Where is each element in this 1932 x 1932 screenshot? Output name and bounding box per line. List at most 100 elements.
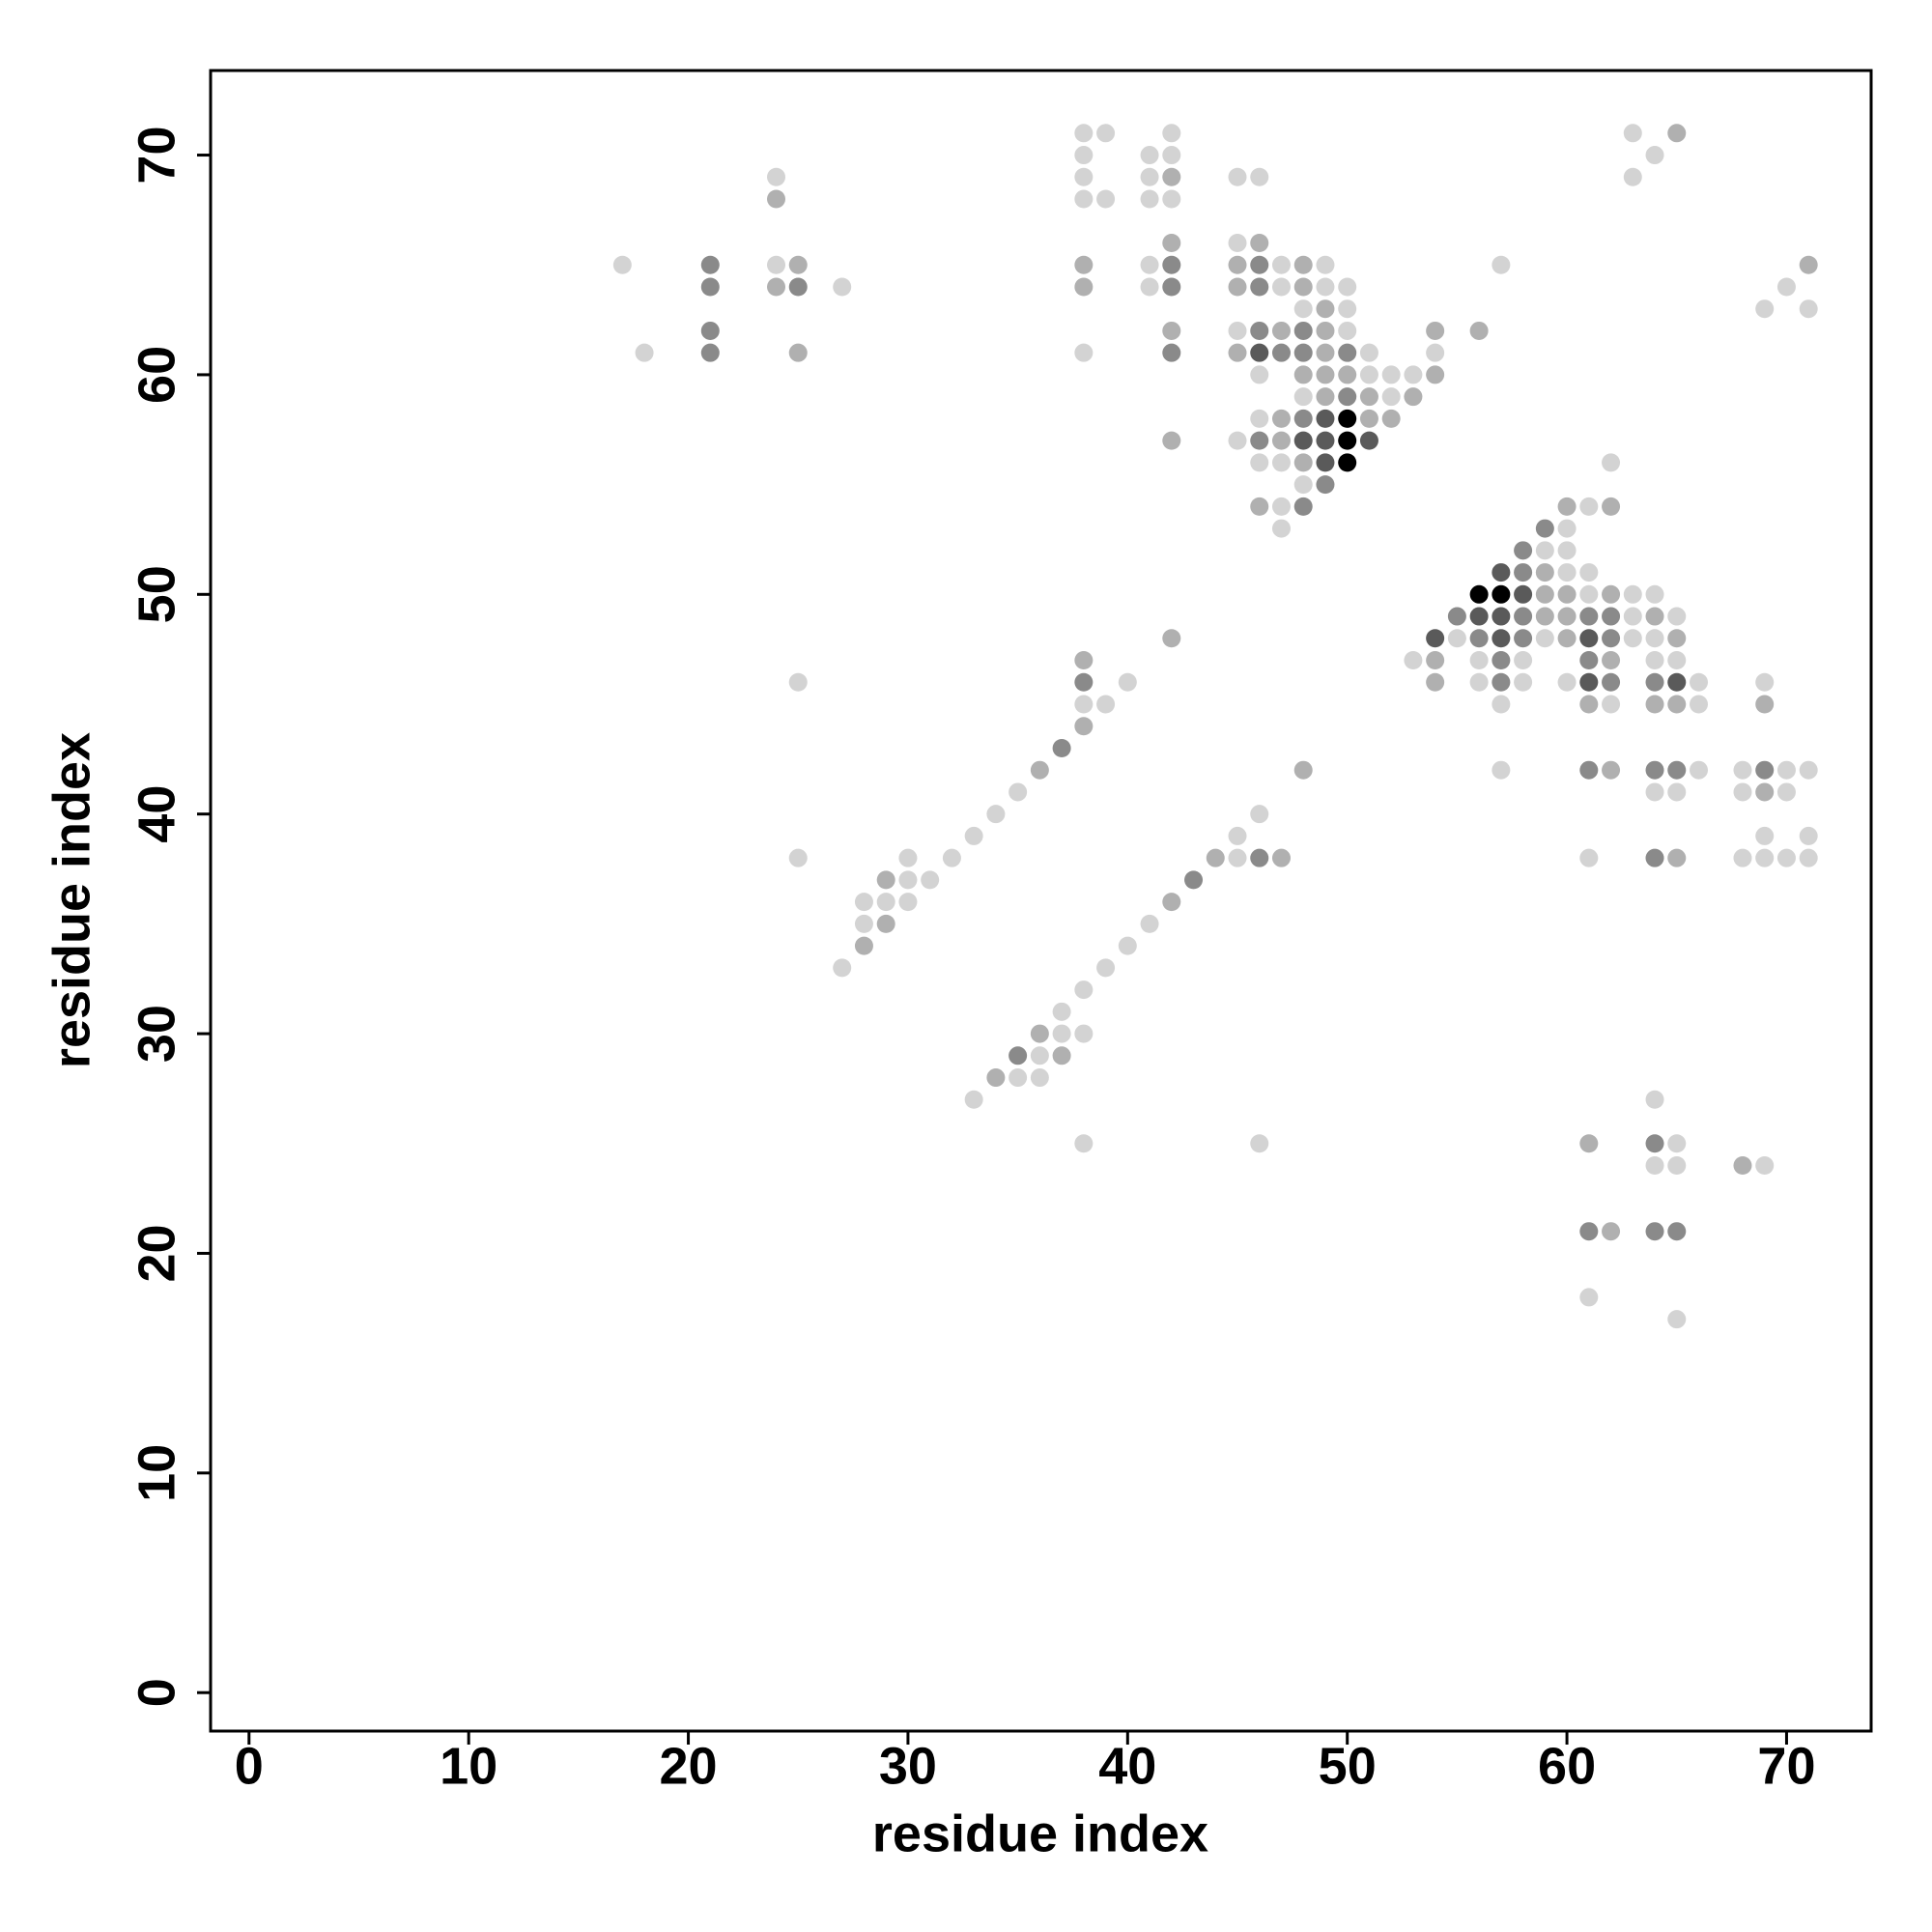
point [1557, 519, 1577, 538]
point [1469, 321, 1489, 340]
point [876, 893, 895, 912]
point [1579, 672, 1599, 692]
point [1667, 848, 1687, 867]
point [1250, 255, 1269, 274]
point [1096, 695, 1116, 714]
point [1602, 584, 1621, 604]
point [1293, 497, 1313, 516]
point [1755, 672, 1775, 692]
point [854, 914, 873, 933]
point [1492, 584, 1511, 604]
point [1602, 497, 1621, 516]
point [1030, 1068, 1049, 1088]
point [1667, 760, 1687, 780]
point [1426, 629, 1445, 648]
point [1667, 629, 1687, 648]
point [1755, 695, 1775, 714]
point [1052, 738, 1071, 757]
x-tick-label: 40 [1098, 1737, 1156, 1795]
point [1316, 255, 1335, 274]
point [1074, 124, 1094, 143]
point [1316, 475, 1335, 495]
point [1799, 826, 1818, 845]
point [1514, 563, 1533, 582]
y-tick-label: 10 [128, 1444, 185, 1502]
point [1228, 343, 1247, 362]
point [1316, 387, 1335, 407]
point [1293, 343, 1313, 362]
point [1162, 321, 1181, 340]
point [1074, 695, 1094, 714]
y-axis-label: residue index [43, 732, 100, 1068]
point [1271, 848, 1291, 867]
point [1293, 255, 1313, 274]
point [1162, 189, 1181, 209]
point [1492, 255, 1511, 274]
point [1776, 277, 1796, 297]
point [876, 870, 895, 890]
point [1447, 607, 1466, 626]
point [1009, 1068, 1028, 1088]
point [1162, 277, 1181, 297]
point [1271, 431, 1291, 450]
point [1250, 321, 1269, 340]
point [767, 167, 786, 186]
point [1690, 672, 1709, 692]
point [1009, 782, 1028, 802]
point [898, 870, 918, 890]
point [1293, 321, 1313, 340]
point [1667, 1310, 1687, 1329]
point [1271, 343, 1291, 362]
point [1338, 277, 1357, 297]
point [612, 255, 632, 274]
point [1469, 629, 1489, 648]
point [1293, 431, 1313, 450]
point [1074, 277, 1094, 297]
point [1030, 1024, 1049, 1043]
point [1623, 584, 1642, 604]
point [1030, 760, 1049, 780]
point [1557, 584, 1577, 604]
point [1293, 409, 1313, 428]
point [1009, 1046, 1028, 1065]
point [1162, 124, 1181, 143]
point [1074, 980, 1094, 1000]
point [700, 343, 720, 362]
point [1426, 651, 1445, 670]
point [1228, 848, 1247, 867]
point [1228, 321, 1247, 340]
point [1052, 1002, 1071, 1021]
point [788, 848, 808, 867]
y-tick-label: 20 [128, 1224, 185, 1282]
point [1579, 584, 1599, 604]
point [876, 914, 895, 933]
point [1052, 1024, 1071, 1043]
y-tick-label: 60 [128, 346, 185, 404]
point [1755, 782, 1775, 802]
point [1557, 541, 1577, 560]
point [1667, 1134, 1687, 1153]
point [1667, 1155, 1687, 1175]
point [1293, 387, 1313, 407]
point [1579, 629, 1599, 648]
point [1623, 629, 1642, 648]
point [1184, 870, 1204, 890]
point [1667, 1222, 1687, 1241]
point [788, 672, 808, 692]
point [1359, 365, 1378, 384]
point [1293, 365, 1313, 384]
point [964, 1090, 983, 1109]
point [1645, 1222, 1664, 1241]
point [1645, 629, 1664, 648]
point [833, 277, 852, 297]
point [1338, 431, 1357, 450]
point [1228, 167, 1247, 186]
point [1557, 563, 1577, 582]
point [1271, 321, 1291, 340]
point [1228, 826, 1247, 845]
point [1271, 519, 1291, 538]
point [1492, 629, 1511, 648]
plot-frame [209, 69, 1873, 1733]
point [1250, 848, 1269, 867]
point [1359, 431, 1378, 450]
